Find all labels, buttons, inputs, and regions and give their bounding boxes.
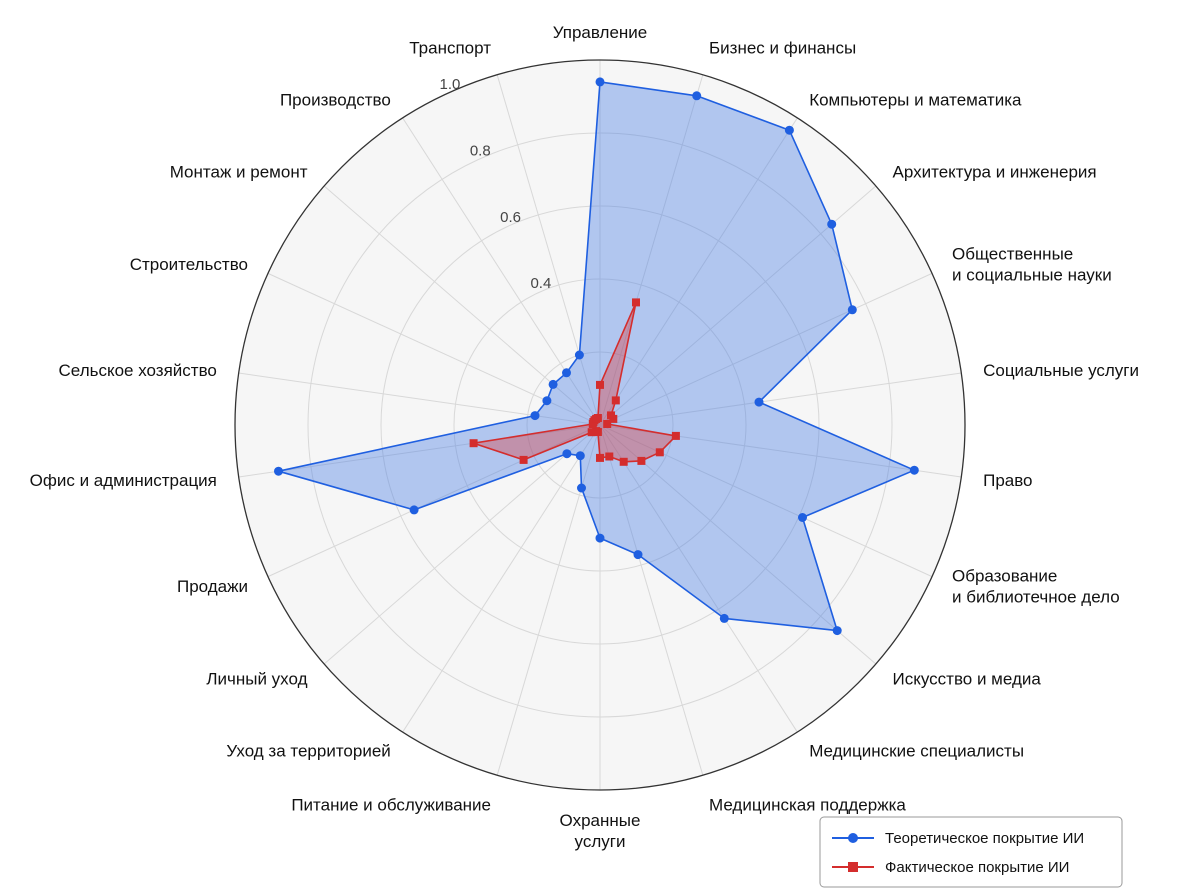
grid-spoke [599, 117, 798, 426]
radial-tick-labels: 0.4 0.6 0.8 1.0 [440, 76, 552, 292]
data-point-theoretical [692, 91, 702, 101]
legend-label-theoretical: Теоретическое покрытие ИИ [885, 830, 1084, 847]
grid-spoke [599, 424, 798, 733]
grid-spoke [599, 424, 933, 578]
data-point-actual [609, 414, 618, 423]
category-label: Бизнес и финансы [709, 39, 856, 58]
data-point-actual [596, 453, 604, 462]
data-point-actual [637, 456, 646, 465]
grid [234, 59, 966, 791]
grid-spoke [599, 424, 704, 776]
category-label: Охранные услуги [560, 811, 641, 851]
data-point-actual [519, 455, 528, 464]
legend-label-actual: Фактическое покрытие ИИ [885, 859, 1069, 876]
category-label: Офис и администрация [30, 471, 217, 490]
data-point-theoretical [719, 613, 729, 623]
data-point-actual [592, 427, 601, 436]
category-label: Архитектура и инженерия [893, 163, 1097, 182]
data-point-theoretical [577, 483, 586, 493]
grid-spoke [599, 372, 962, 426]
data-point-theoretical [574, 350, 584, 360]
series-theoretical [274, 77, 919, 636]
radial-tick-label: 0.6 [500, 209, 521, 226]
data-point-theoretical [827, 219, 837, 229]
category-label: Производство [280, 90, 391, 109]
category-label: Образование и библиотечное дело [952, 566, 1120, 606]
grid-spoke [599, 272, 933, 426]
radial-tick-label: 1.0 [440, 76, 461, 93]
series-actual [469, 298, 680, 466]
legend-item-actual: Фактическое покрытие ИИ [832, 859, 1069, 876]
data-point-theoretical [798, 513, 807, 522]
data-point-theoretical [832, 626, 842, 636]
legend-marker-theoretical [848, 833, 858, 843]
category-label: Искусство и медиа [893, 669, 1042, 688]
data-point-theoretical [909, 465, 919, 475]
category-label: Компьютеры и математика [809, 90, 1022, 109]
grid-spoke [496, 424, 601, 776]
data-point-theoretical [847, 305, 857, 315]
data-point-actual [593, 414, 602, 422]
category-label: Медицинские специалисты [809, 742, 1024, 761]
data-point-actual [587, 428, 596, 437]
data-point-actual [605, 452, 614, 461]
data-point-theoretical [595, 533, 605, 543]
radial-tick-label: 0.4 [530, 275, 551, 292]
radial-tick-label: 0.8 [470, 142, 491, 159]
data-point-actual [655, 448, 664, 457]
data-point-theoretical [633, 550, 643, 560]
data-point-theoretical [575, 451, 585, 461]
data-point-theoretical [562, 449, 572, 459]
category-labels: Управление Бизнес и финансы Компьютеры и м… [30, 23, 1139, 851]
data-point-actual [671, 431, 680, 440]
series-layer [274, 77, 919, 636]
data-point-actual [469, 439, 478, 448]
data-point-theoretical [754, 397, 764, 407]
category-label: Право [983, 471, 1032, 490]
category-label: Сельское хозяйство [59, 361, 217, 380]
data-point-actual [619, 457, 628, 466]
legend-marker-actual [848, 862, 858, 872]
grid-spoke [323, 424, 601, 665]
data-point-theoretical [530, 411, 540, 421]
data-point-theoretical [595, 77, 605, 87]
category-label: Продажи [177, 577, 248, 596]
legend-item-theoretical: Теоретическое покрытие ИИ [832, 830, 1084, 847]
category-label: Монтаж и ремонт [170, 163, 308, 182]
data-point-theoretical [274, 466, 283, 476]
category-label: Строительство [130, 255, 248, 274]
category-label: Личный уход [206, 669, 307, 688]
data-point-actual [632, 298, 640, 307]
category-label: Питание и обслуживание [291, 795, 491, 814]
category-label: Транспорт [409, 39, 491, 58]
category-label: Медицинская поддержка [709, 795, 906, 814]
grid-spoke [402, 424, 601, 733]
data-point-theoretical [409, 505, 419, 515]
data-point-theoretical [548, 379, 558, 389]
legend-box [819, 816, 1123, 888]
category-label: Управление [553, 23, 648, 42]
grid-spoke [599, 74, 704, 426]
grid-spoke [599, 424, 877, 665]
data-point-theoretical [784, 125, 794, 135]
data-point-actual [596, 380, 604, 389]
grid-spoke [267, 424, 601, 578]
category-label: Уход за территорией [226, 742, 390, 761]
grid-spoke [238, 424, 601, 478]
category-label: Социальные услуги [983, 361, 1139, 380]
grid-spoke [496, 74, 601, 426]
legend: Теоретическое покрытие ИИ Фактическое по… [819, 816, 1123, 888]
category-label: Общественные и социальные науки [952, 245, 1112, 285]
outer-ring [234, 59, 966, 791]
data-point-actual [603, 420, 612, 428]
grid-spoke [238, 372, 601, 426]
data-point-theoretical [562, 368, 571, 378]
data-point-actual [611, 396, 620, 405]
data-point-theoretical [542, 396, 552, 406]
